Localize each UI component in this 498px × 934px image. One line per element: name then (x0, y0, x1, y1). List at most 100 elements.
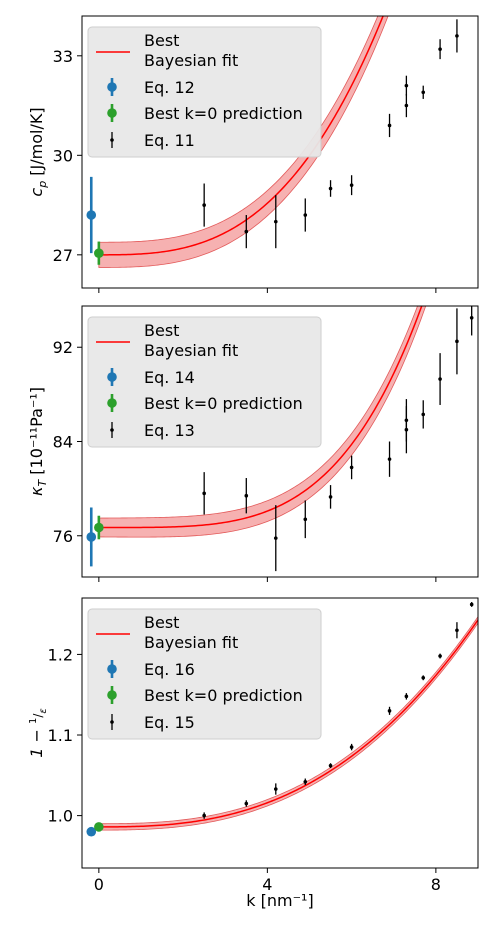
fit-uncertainty-band (98, 616, 478, 831)
y-tick-label: 76 (53, 527, 73, 546)
data-point (421, 400, 426, 429)
data-point (202, 812, 206, 819)
legend-label-points: Eq. 11 (144, 131, 195, 150)
legend-blue-marker (107, 82, 117, 92)
k0-prediction-point (94, 241, 104, 265)
legend-points-marker (110, 720, 114, 724)
data-point (349, 455, 354, 480)
x-tick-label: 0 (94, 875, 104, 894)
data-point (303, 778, 308, 785)
data-point (469, 306, 474, 336)
legend-label-fit-2: Bayesian fit (144, 341, 238, 360)
reference-point (86, 826, 97, 837)
y-tick-label: 30 (53, 146, 73, 165)
legend-label-green: Best k=0 prediction (144, 686, 303, 705)
plot-area (86, 306, 474, 572)
fit-line (98, 619, 478, 828)
legend-label-fit-1: Best (144, 321, 179, 340)
legend-green-marker (107, 398, 117, 408)
data-point (303, 500, 308, 539)
data-point (438, 353, 442, 405)
data-point (349, 175, 354, 196)
fit-uncertainty-band (98, 16, 389, 268)
data-point (349, 743, 354, 751)
fit-uncertainty-band (98, 306, 427, 538)
panel-3: 1.0 1.1 1.2 0 4 8 k [nm⁻¹] 1 − 1/ε BestBayesian … (27, 597, 479, 910)
data-point (328, 763, 333, 769)
axes-frame (81, 15, 479, 289)
legend-label-green: Best k=0 prediction (144, 394, 303, 413)
legend-label-blue: Eq. 12 (144, 78, 195, 97)
data-point (421, 675, 426, 681)
y-tick-label: 92 (53, 338, 73, 357)
data-point (202, 183, 206, 227)
y-tick-label: 1.0 (48, 807, 73, 826)
y-tick-label: 27 (53, 246, 73, 265)
data-point (328, 180, 333, 197)
y-tick-label: 1.1 (48, 726, 73, 745)
reference-point (86, 507, 97, 567)
y-tick-label: 33 (53, 47, 73, 66)
legend-label-points: Eq. 15 (144, 713, 195, 732)
data-point (421, 85, 426, 99)
legend-label-fit-1: Best (144, 613, 179, 632)
legend-label-blue: Eq. 16 (144, 660, 195, 679)
data-point (244, 215, 249, 249)
legend-points-marker (110, 428, 114, 432)
data-point (404, 399, 409, 442)
data-point (273, 195, 278, 249)
data-point (455, 622, 459, 639)
k0-prediction-point (94, 822, 104, 832)
y-tick-label: 84 (53, 433, 73, 452)
legend-green-marker (107, 690, 117, 700)
data-point (328, 485, 333, 509)
y-axis-label: 1 − 1/ε (27, 708, 49, 758)
legend-box (87, 26, 322, 158)
data-point (387, 706, 392, 715)
data-point (387, 113, 392, 138)
reference-point (86, 176, 97, 254)
data-point (273, 783, 278, 795)
data-point (387, 441, 392, 477)
data-point (404, 93, 409, 118)
x-tick-label: 8 (431, 875, 441, 894)
legend-label-fit-1: Best (144, 31, 179, 50)
data-point (202, 472, 206, 515)
data-point (303, 198, 308, 232)
data-point (469, 602, 474, 607)
data-point (244, 478, 249, 514)
k0-prediction-point (94, 515, 104, 540)
legend-points-marker (110, 138, 114, 142)
data-point (244, 800, 249, 807)
y-tick-label: 1.2 (48, 645, 73, 664)
legend-blue-marker (107, 664, 117, 674)
legend-label-green: Best k=0 prediction (144, 104, 303, 123)
axes-frame (81, 597, 479, 869)
legend-label-fit-2: Bayesian fit (144, 633, 238, 652)
legend-label-points: Eq. 13 (144, 421, 195, 440)
x-axis-label: k [nm⁻¹] (246, 891, 313, 910)
data-point (273, 505, 278, 572)
fit-line (98, 306, 423, 529)
data-point (404, 693, 409, 700)
y-axis-label: cp [J/mol/K] (27, 107, 49, 196)
legend-blue-marker (107, 372, 117, 382)
data-point (455, 308, 459, 375)
data-point (455, 19, 459, 53)
data-point (438, 39, 442, 60)
data-point (404, 75, 409, 96)
y-axis-label: κT [10⁻¹¹Pa⁻¹] (27, 387, 49, 496)
data-point (438, 653, 442, 659)
x-tick-label: 4 (262, 875, 272, 894)
legend-label-blue: Eq. 14 (144, 368, 195, 387)
legend-green-marker (107, 108, 117, 118)
fit-line (98, 16, 384, 256)
legend-box (87, 608, 322, 740)
legend-box (87, 316, 322, 448)
